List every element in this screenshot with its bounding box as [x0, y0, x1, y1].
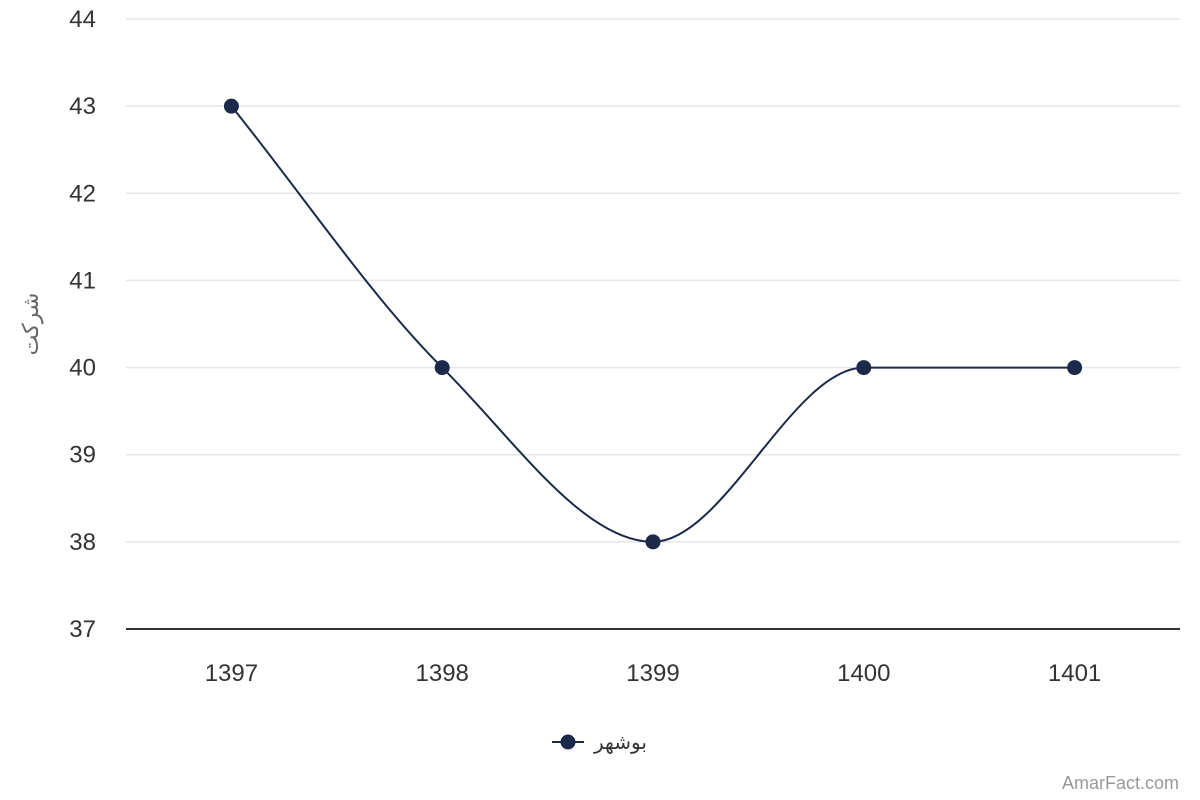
data-point[interactable] — [1067, 360, 1083, 376]
legend-label[interactable]: بوشهر — [593, 730, 647, 754]
series-line — [230, 105, 1075, 543]
series-layer — [223, 98, 1083, 550]
data-point[interactable] — [645, 534, 661, 550]
credit-label[interactable]: AmarFact.com — [1061, 773, 1179, 793]
y-tick-label: 42 — [69, 180, 96, 207]
x-axis-tick-labels: 1397 1398 1399 1400 1401 — [205, 660, 1102, 687]
gridlines — [126, 18, 1180, 543]
x-tick-label: 1401 — [1048, 660, 1101, 687]
legend-marker-icon — [560, 734, 576, 750]
x-tick-label: 1397 — [205, 660, 258, 687]
x-tick-label: 1398 — [416, 660, 469, 687]
y-tick-label: 40 — [69, 355, 96, 382]
y-tick-label: 43 — [69, 93, 96, 120]
x-tick-label: 1399 — [626, 660, 679, 687]
data-point[interactable] — [434, 360, 450, 376]
y-tick-label: 41 — [69, 267, 96, 294]
y-tick-label: 37 — [69, 616, 96, 643]
y-tick-label: 44 — [69, 6, 96, 33]
data-point[interactable] — [856, 360, 872, 376]
x-tick-label: 1400 — [837, 660, 890, 687]
legend[interactable]: بوشهر — [552, 730, 647, 754]
data-point[interactable] — [223, 98, 239, 114]
y-axis-tick-labels: 37 38 39 40 41 42 43 44 — [69, 6, 96, 643]
y-tick-label: 39 — [69, 442, 96, 469]
y-axis-title: شرکت — [19, 293, 44, 356]
y-tick-label: 38 — [69, 529, 96, 556]
